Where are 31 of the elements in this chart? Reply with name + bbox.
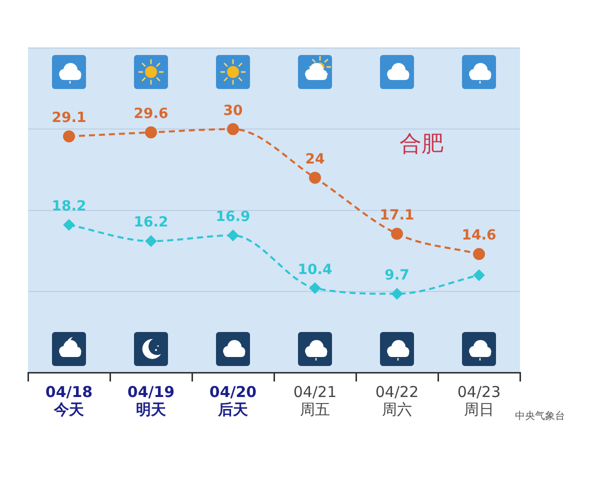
point bbox=[227, 123, 239, 136]
data-label: 24 bbox=[305, 151, 325, 168]
point bbox=[146, 236, 156, 247]
data-label: 18.2 bbox=[52, 198, 86, 214]
data-label: 10.4 bbox=[298, 262, 333, 278]
point bbox=[145, 126, 157, 138]
x-tick-label: 04/18 今天 bbox=[45, 383, 93, 418]
point bbox=[310, 282, 320, 294]
point bbox=[391, 228, 403, 240]
text: 中央气象台 bbox=[515, 410, 565, 422]
data-label: 17.1 bbox=[380, 207, 414, 224]
point bbox=[228, 230, 238, 241]
x-tick-label: 04/22 周六 bbox=[375, 383, 419, 418]
x-tick-label: 04/19 明天 bbox=[127, 383, 175, 418]
text: 合肥 bbox=[400, 132, 444, 158]
x-tick-label: 04/20 后天 bbox=[209, 383, 257, 418]
data-label: 30 bbox=[223, 102, 243, 119]
x-tick-label: 04/23 周日 bbox=[457, 383, 501, 418]
x-tick-label: 04/21 周五 bbox=[293, 383, 337, 418]
point bbox=[309, 172, 321, 184]
point bbox=[473, 248, 485, 260]
data-label: 29.6 bbox=[134, 106, 168, 122]
data-label: 9.7 bbox=[384, 267, 410, 284]
point bbox=[392, 288, 402, 300]
data-label: 16.2 bbox=[134, 214, 168, 231]
data-label: 14.6 bbox=[462, 228, 496, 244]
data-label: 29.1 bbox=[52, 110, 86, 126]
point bbox=[63, 130, 75, 142]
point bbox=[64, 219, 74, 230]
data-label: 16.9 bbox=[216, 209, 250, 226]
point bbox=[474, 270, 484, 281]
